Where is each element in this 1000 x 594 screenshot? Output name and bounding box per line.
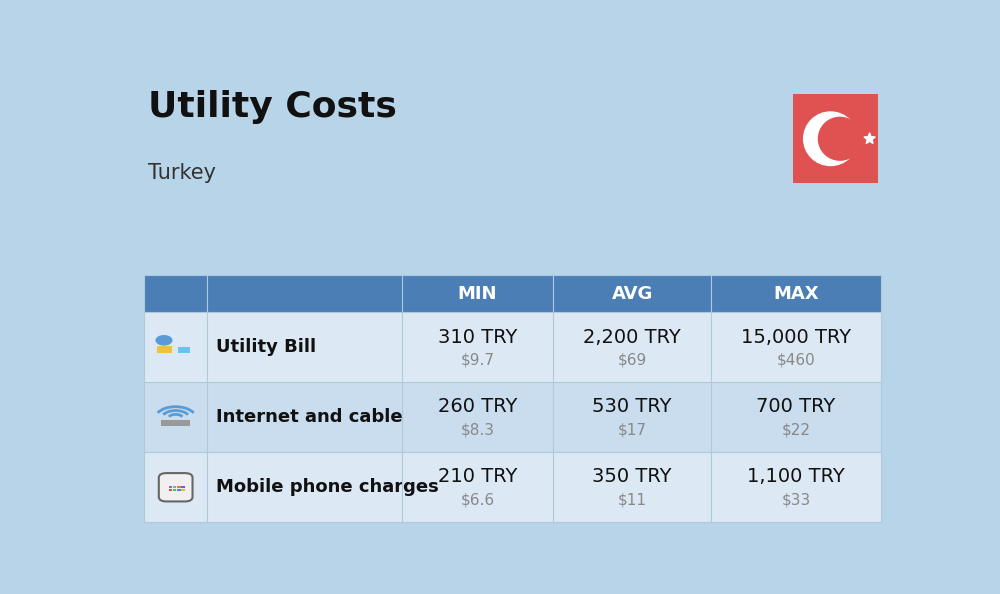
- Text: 1,100 TRY: 1,100 TRY: [747, 467, 845, 486]
- Text: Mobile phone charges: Mobile phone charges: [216, 478, 439, 496]
- Circle shape: [156, 336, 172, 345]
- Bar: [181, 489, 185, 491]
- Text: 350 TRY: 350 TRY: [592, 467, 672, 486]
- Text: $460: $460: [777, 353, 815, 368]
- FancyBboxPatch shape: [159, 473, 193, 501]
- Text: Turkey: Turkey: [148, 163, 216, 183]
- Text: MAX: MAX: [773, 285, 819, 302]
- Text: 260 TRY: 260 TRY: [438, 397, 517, 416]
- Bar: [144, 382, 881, 452]
- Bar: [144, 312, 881, 382]
- Text: 2,200 TRY: 2,200 TRY: [583, 328, 681, 347]
- Text: AVG: AVG: [611, 285, 653, 302]
- Text: Utility Costs: Utility Costs: [148, 90, 397, 124]
- Bar: [177, 489, 181, 491]
- Ellipse shape: [804, 112, 857, 166]
- Text: Internet and cable: Internet and cable: [216, 408, 402, 426]
- Polygon shape: [864, 133, 875, 144]
- Text: 530 TRY: 530 TRY: [592, 397, 672, 416]
- Text: 310 TRY: 310 TRY: [438, 328, 517, 347]
- Bar: [169, 486, 172, 488]
- Bar: [157, 346, 172, 353]
- Text: $9.7: $9.7: [461, 353, 495, 368]
- Bar: [173, 486, 176, 488]
- Text: 210 TRY: 210 TRY: [438, 467, 517, 486]
- Bar: [161, 420, 190, 425]
- Bar: [173, 489, 176, 491]
- Bar: [178, 347, 190, 353]
- Bar: [793, 94, 878, 184]
- Ellipse shape: [818, 118, 862, 160]
- Text: $69: $69: [618, 353, 647, 368]
- Bar: [144, 275, 881, 312]
- Text: 700 TRY: 700 TRY: [756, 397, 836, 416]
- Bar: [181, 486, 185, 488]
- Text: $33: $33: [781, 492, 811, 507]
- Text: $6.6: $6.6: [460, 492, 495, 507]
- Text: MIN: MIN: [458, 285, 497, 302]
- Text: Utility Bill: Utility Bill: [216, 338, 316, 356]
- Text: $11: $11: [618, 492, 647, 507]
- Bar: [177, 486, 181, 488]
- Bar: [169, 489, 172, 491]
- Text: $17: $17: [618, 422, 647, 437]
- Bar: [144, 452, 881, 522]
- Text: $8.3: $8.3: [461, 422, 495, 437]
- Text: 15,000 TRY: 15,000 TRY: [741, 328, 851, 347]
- Text: $22: $22: [781, 422, 810, 437]
